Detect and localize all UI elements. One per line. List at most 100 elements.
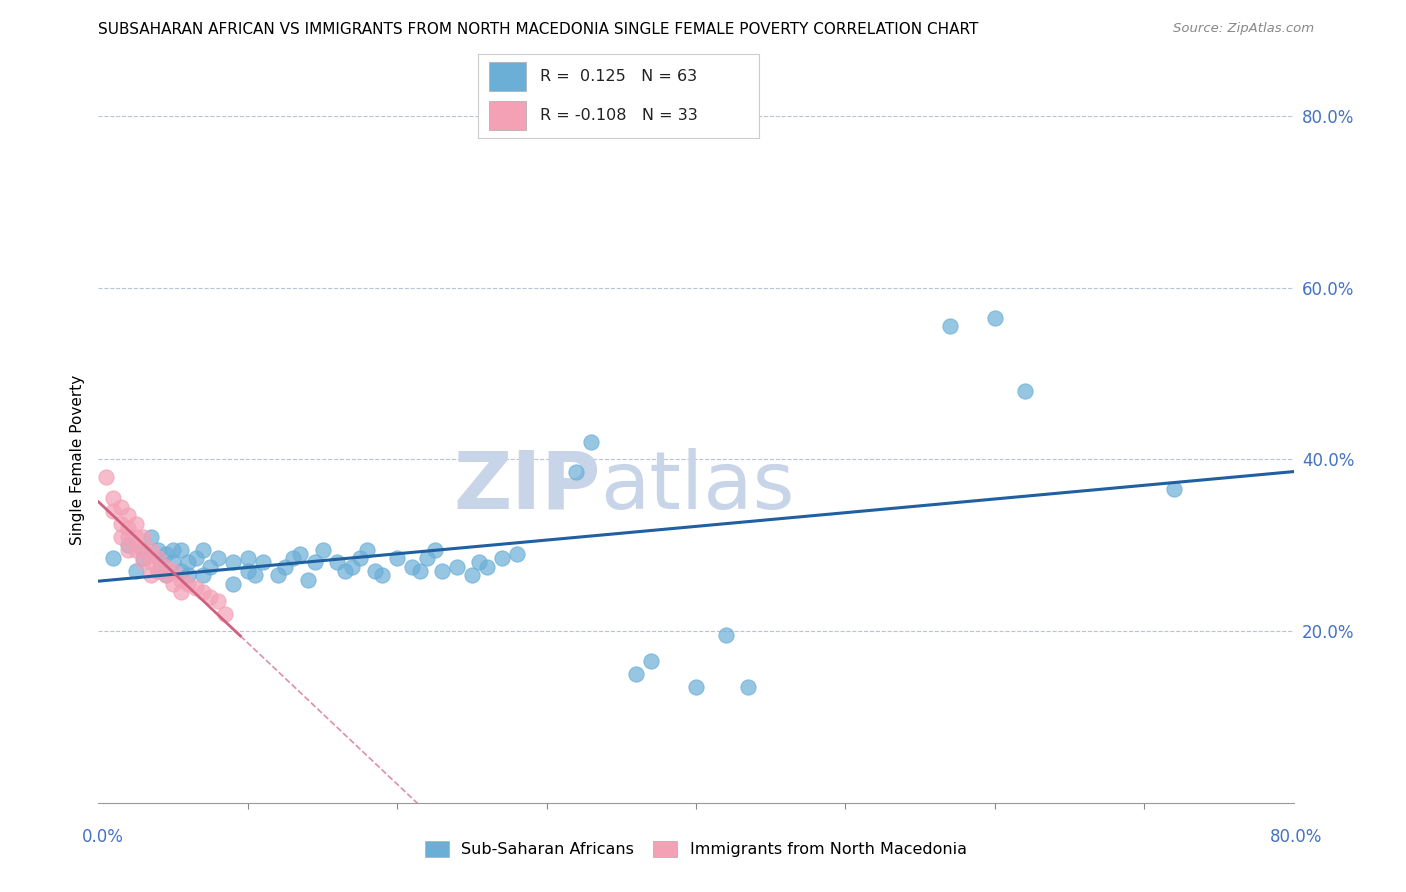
Point xyxy=(475,559,498,574)
Point xyxy=(110,500,132,514)
Point xyxy=(983,310,1005,325)
Point xyxy=(214,607,236,621)
Point xyxy=(401,559,423,574)
Point xyxy=(281,551,304,566)
Point xyxy=(117,521,139,535)
Text: ZIP: ZIP xyxy=(453,448,600,526)
Point xyxy=(333,564,356,578)
Text: Source: ZipAtlas.com: Source: ZipAtlas.com xyxy=(1174,22,1315,36)
Point xyxy=(117,508,139,523)
Point xyxy=(640,654,662,668)
FancyBboxPatch shape xyxy=(489,101,526,130)
Point xyxy=(139,555,162,570)
Point xyxy=(117,542,139,557)
Point xyxy=(468,555,491,570)
Point xyxy=(581,435,603,450)
Point xyxy=(252,555,274,570)
Point xyxy=(125,542,148,557)
Point xyxy=(714,628,737,642)
Point xyxy=(155,568,177,582)
Point xyxy=(297,573,319,587)
Point xyxy=(132,542,155,557)
Point xyxy=(148,542,170,557)
Point xyxy=(624,667,647,681)
Point xyxy=(125,564,148,578)
Point xyxy=(169,564,191,578)
Point xyxy=(1014,384,1036,398)
FancyBboxPatch shape xyxy=(489,62,526,91)
Point xyxy=(132,555,155,570)
Point xyxy=(184,551,207,566)
Point xyxy=(304,555,326,570)
Point xyxy=(207,594,229,608)
Point xyxy=(506,547,529,561)
Point xyxy=(408,564,430,578)
Point xyxy=(423,542,446,557)
Point xyxy=(132,542,155,557)
Point xyxy=(245,568,267,582)
Point xyxy=(326,555,349,570)
Text: 0.0%: 0.0% xyxy=(82,828,124,846)
Point xyxy=(162,564,184,578)
Point xyxy=(274,559,297,574)
Point xyxy=(267,568,290,582)
Point xyxy=(364,564,387,578)
Point xyxy=(342,559,364,574)
Point xyxy=(139,568,162,582)
Point xyxy=(200,559,222,574)
Text: R =  0.125   N = 63: R = 0.125 N = 63 xyxy=(540,69,697,84)
Point xyxy=(461,568,484,582)
Point xyxy=(103,504,125,518)
Point xyxy=(110,516,132,531)
Point xyxy=(184,581,207,595)
Point xyxy=(110,530,132,544)
Point xyxy=(169,542,191,557)
Point xyxy=(207,551,229,566)
Point xyxy=(236,551,259,566)
Point xyxy=(125,516,148,531)
Point xyxy=(430,564,453,578)
Y-axis label: Single Female Poverty: Single Female Poverty xyxy=(69,375,84,544)
Point xyxy=(155,568,177,582)
Point xyxy=(311,542,333,557)
Point xyxy=(148,551,170,566)
Point xyxy=(491,551,513,566)
Point xyxy=(191,568,214,582)
Point xyxy=(565,465,588,479)
Point xyxy=(103,551,125,566)
Text: 80.0%: 80.0% xyxy=(1270,828,1323,846)
Point xyxy=(162,542,184,557)
Point xyxy=(139,530,162,544)
Point xyxy=(148,564,170,578)
Point xyxy=(1163,483,1185,497)
Point xyxy=(117,538,139,552)
Point xyxy=(125,530,148,544)
Point xyxy=(685,680,707,694)
Text: atlas: atlas xyxy=(600,448,794,526)
Point xyxy=(117,530,139,544)
Point xyxy=(416,551,439,566)
Point xyxy=(737,680,759,694)
Point xyxy=(177,568,200,582)
Point xyxy=(222,577,245,591)
Text: R = -0.108   N = 33: R = -0.108 N = 33 xyxy=(540,108,697,123)
Point xyxy=(236,564,259,578)
Point xyxy=(200,590,222,604)
Point xyxy=(103,491,125,505)
Point xyxy=(222,555,245,570)
Point xyxy=(191,585,214,599)
Point xyxy=(939,319,962,334)
Point xyxy=(356,542,378,557)
Point xyxy=(148,564,170,578)
Point xyxy=(177,555,200,570)
Point xyxy=(132,551,155,566)
Text: SUBSAHARAN AFRICAN VS IMMIGRANTS FROM NORTH MACEDONIA SINGLE FEMALE POVERTY CORR: SUBSAHARAN AFRICAN VS IMMIGRANTS FROM NO… xyxy=(98,22,979,37)
Point xyxy=(148,551,170,566)
Point xyxy=(155,559,177,574)
Point xyxy=(162,577,184,591)
Point xyxy=(371,568,394,582)
Point xyxy=(177,577,200,591)
Point xyxy=(162,555,184,570)
Legend: Sub-Saharan Africans, Immigrants from North Macedonia: Sub-Saharan Africans, Immigrants from No… xyxy=(419,834,973,863)
Point xyxy=(139,542,162,557)
